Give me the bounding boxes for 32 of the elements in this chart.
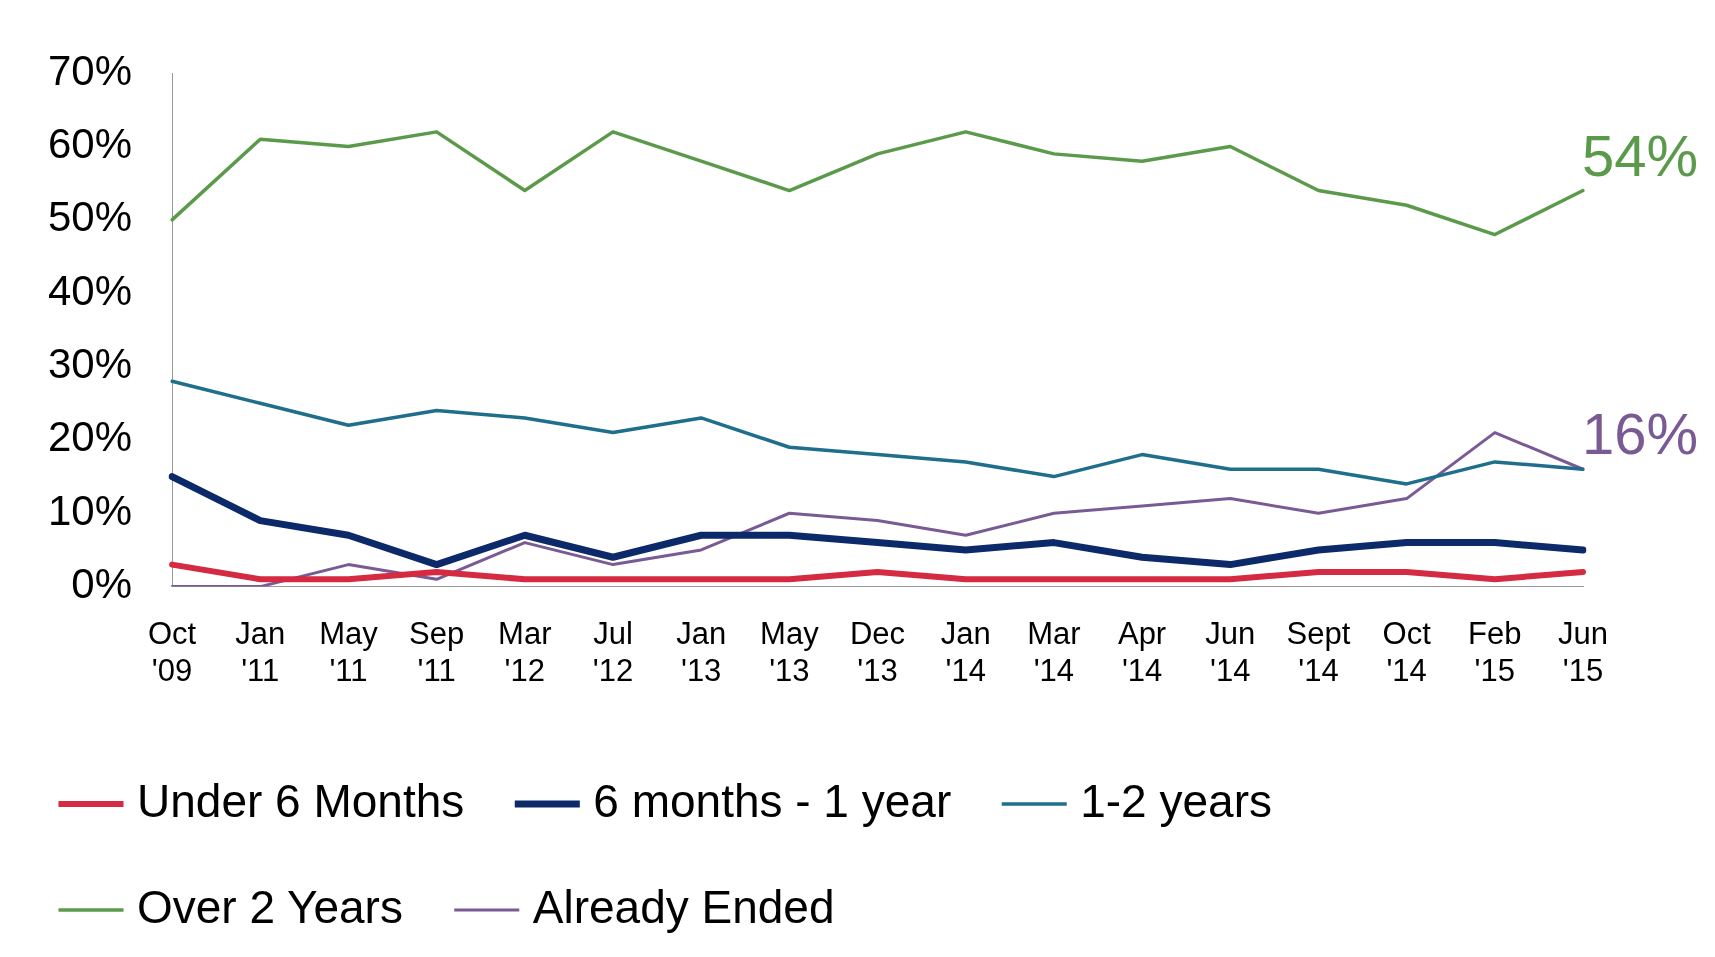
- legend-label: Under 6 Months: [137, 774, 465, 827]
- x-tick-label: Jan '14: [940, 615, 991, 688]
- x-tick-label: Oct '14: [1382, 615, 1432, 688]
- y-tick-label: 70%: [48, 46, 133, 94]
- x-tick-label: Sep '11: [409, 615, 465, 688]
- x-tick-label: Mar '14: [1027, 615, 1081, 688]
- x-tick-label: Apr '14: [1117, 615, 1167, 688]
- x-tick-label: Oct '09: [147, 615, 197, 688]
- y-tick-label: 60%: [48, 120, 133, 168]
- x-tick-label: Jun '14: [1205, 615, 1256, 688]
- y-tick-label: 30%: [48, 340, 133, 388]
- x-tick-label: Mar '12: [498, 615, 552, 688]
- y-tick-label: 0%: [71, 560, 133, 608]
- x-tick-label: Jan '11: [235, 615, 286, 688]
- x-tick-label: May '11: [319, 615, 379, 688]
- x-tick-label: Jun '15: [1558, 615, 1608, 688]
- annotation: 16%: [1581, 401, 1698, 467]
- y-tick-label: 20%: [48, 413, 133, 461]
- x-tick-label: Jan '13: [676, 615, 727, 688]
- annotation: 54%: [1581, 122, 1698, 188]
- y-tick-label: 10%: [48, 486, 133, 534]
- legend-label: Over 2 Years: [137, 880, 403, 933]
- x-tick-label: Jul '12: [592, 615, 634, 688]
- legend-label: 6 months - 1 year: [593, 774, 952, 827]
- legend-label: 1-2 years: [1080, 774, 1272, 827]
- y-tick-label: 40%: [48, 266, 133, 314]
- y-tick-label: 50%: [48, 193, 133, 241]
- x-tick-label: Sept '14: [1286, 615, 1351, 688]
- x-tick-label: Dec '13: [849, 615, 906, 688]
- x-tick-label: May '13: [760, 615, 820, 688]
- x-tick-label: Feb '15: [1468, 615, 1522, 688]
- legend-label: Already Ended: [532, 880, 835, 933]
